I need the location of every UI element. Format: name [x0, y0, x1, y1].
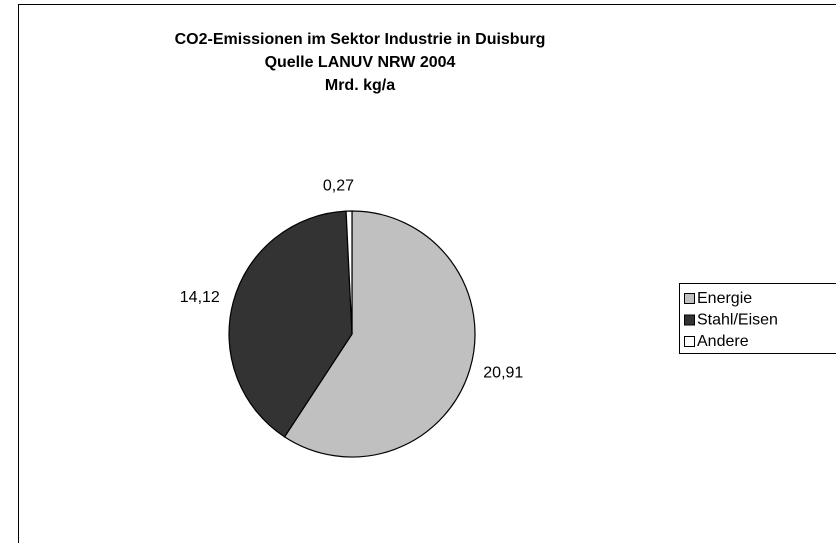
legend-swatch [684, 314, 695, 326]
pie-slice [228, 210, 353, 438]
data-label: 0,27 [323, 177, 354, 194]
pie-slice [283, 210, 476, 458]
legend-box [679, 283, 836, 354]
legend-label: Stahl/Eisen [697, 312, 778, 329]
chart-title: Quelle LANUV NRW 2004 [265, 54, 456, 71]
legend-label: Andere [697, 333, 749, 350]
legend-swatch [684, 293, 695, 304]
chart-title: CO2-Emissionen im Sektor Industrie in Du… [175, 31, 546, 48]
data-label: 14,12 [180, 289, 220, 306]
legend-label: Energie [697, 290, 752, 307]
data-label: 20,91 [483, 364, 523, 381]
legend-swatch [684, 336, 695, 347]
chart-title: Mrd. kg/a [325, 77, 395, 94]
pie-slice [345, 210, 353, 335]
